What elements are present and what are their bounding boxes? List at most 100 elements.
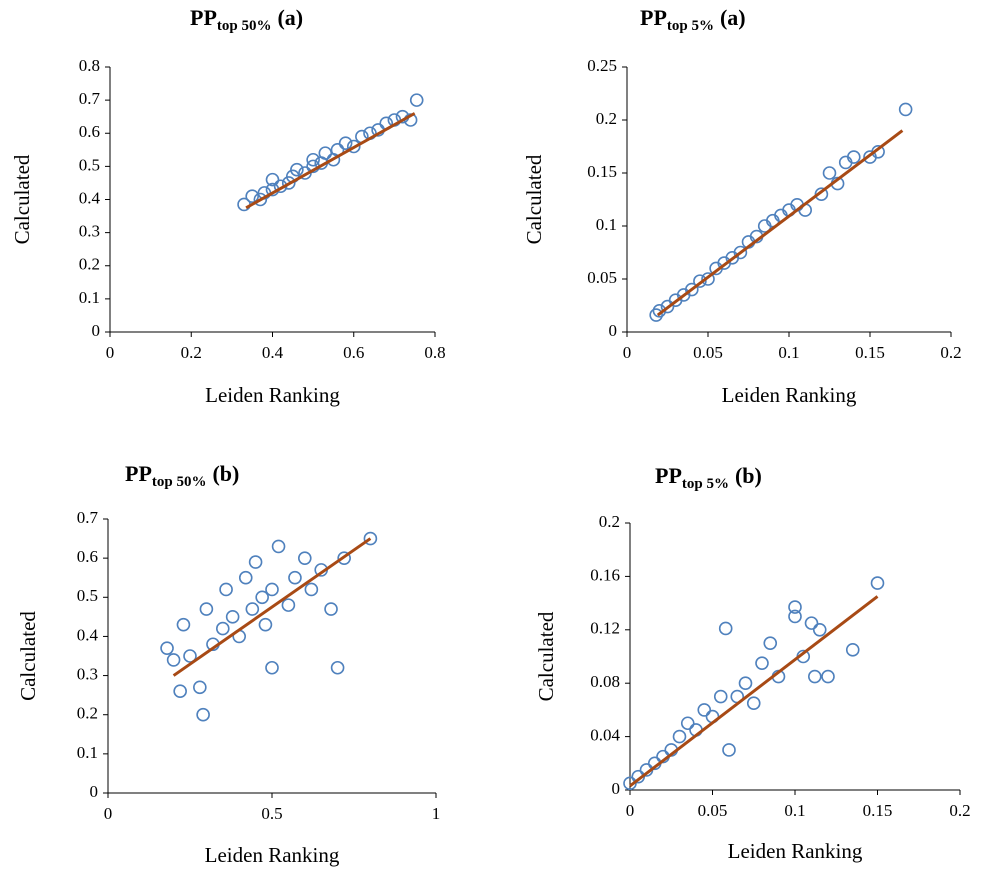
- x-tick-label: 0.2: [940, 343, 961, 362]
- data-point: [713, 689, 728, 704]
- x-tick-label: 0.15: [863, 801, 893, 820]
- y-tick-label: 0.08: [590, 672, 620, 691]
- x-axis-label: Leiden Ranking: [722, 383, 857, 407]
- data-point: [271, 539, 286, 554]
- data-point: [290, 162, 304, 177]
- data-point: [225, 610, 240, 624]
- data-point: [697, 703, 712, 717]
- y-tick-label: 0.15: [587, 162, 617, 181]
- data-point: [255, 590, 269, 605]
- data-point: [265, 582, 279, 597]
- y-tick-label: 0: [612, 779, 621, 798]
- y-tick-label: 0.12: [590, 619, 620, 638]
- data-point: [870, 576, 885, 590]
- data-point: [718, 621, 733, 636]
- data-point: [304, 582, 319, 597]
- x-tick-label: 1: [432, 804, 441, 823]
- title-main: PP: [655, 463, 682, 488]
- y-tick-label: 0.3: [79, 222, 100, 241]
- data-point: [330, 660, 345, 675]
- y-tick-label: 0.25: [587, 56, 617, 75]
- data-point: [338, 136, 353, 150]
- data-point: [196, 707, 210, 722]
- data-point: [216, 621, 230, 636]
- trendline: [656, 129, 904, 317]
- y-tick-label: 0.7: [77, 508, 99, 527]
- x-tick-label: 0.1: [778, 343, 799, 362]
- data-point: [176, 617, 191, 632]
- y-tick-label: 0.6: [79, 122, 100, 141]
- x-tick-label: 0: [626, 801, 635, 820]
- data-point: [258, 617, 273, 632]
- data-point: [722, 743, 736, 757]
- y-tick-label: 0.6: [77, 547, 98, 566]
- trendline: [245, 112, 416, 210]
- x-tick-label: 0: [106, 343, 115, 362]
- title-suffix: (a): [720, 5, 746, 30]
- y-axis-label: Calculated: [522, 154, 546, 244]
- data-point: [265, 172, 280, 187]
- x-tick-label: 0.05: [698, 801, 728, 820]
- data-point: [409, 93, 424, 107]
- data-point: [245, 189, 259, 203]
- x-tick-label: 0: [623, 343, 632, 362]
- data-point: [281, 598, 296, 612]
- data-point: [684, 282, 699, 297]
- data-point: [680, 716, 695, 731]
- x-tick-label: 0.4: [262, 343, 284, 362]
- chart-title: PPtop 5% (b): [655, 463, 762, 492]
- y-axis-label: Calculated: [10, 154, 34, 244]
- y-tick-label: 0.2: [596, 109, 617, 128]
- y-tick-label: 0.2: [77, 704, 98, 723]
- y-tick-label: 0.1: [79, 288, 100, 307]
- x-tick-label: 0.5: [261, 804, 282, 823]
- y-tick-label: 0.8: [79, 56, 100, 75]
- y-axis-label: Calculated: [16, 611, 40, 701]
- data-point: [672, 729, 687, 744]
- data-point: [845, 643, 860, 657]
- data-point: [746, 696, 761, 711]
- y-tick-label: 0.7: [79, 89, 101, 108]
- data-point: [846, 150, 861, 164]
- x-tick-label: 0.2: [181, 343, 202, 362]
- x-tick-label: 0.6: [343, 343, 364, 362]
- y-tick-label: 0.04: [590, 726, 620, 745]
- title-subscript: top 5%: [682, 476, 729, 492]
- trendline: [629, 595, 879, 788]
- y-tick-label: 0.4: [77, 625, 99, 644]
- x-axis-label: Leiden Ranking: [205, 843, 340, 867]
- data-point: [804, 616, 819, 630]
- title-subscript: top 50%: [217, 18, 272, 34]
- y-tick-label: 0.1: [596, 215, 617, 234]
- data-point: [701, 272, 715, 286]
- y-tick-label: 0.5: [77, 586, 98, 605]
- data-point: [160, 641, 174, 655]
- y-tick-label: 0.16: [590, 565, 620, 584]
- data-point: [219, 582, 233, 597]
- data-point: [346, 139, 361, 154]
- x-tick-label: 0: [104, 804, 113, 823]
- title-suffix: (b): [735, 463, 762, 488]
- y-tick-label: 0: [609, 321, 618, 340]
- data-point: [693, 274, 707, 288]
- data-point: [265, 660, 279, 675]
- x-tick-label: 0.05: [693, 343, 723, 362]
- data-point: [318, 146, 333, 160]
- chart-panel: PPtop 50% (a) 0 0.1 0.2 0.3 0.4 0.5 0.6 0.7 0.8 0 0.…: [10, 5, 446, 407]
- data-point: [763, 636, 778, 650]
- chart-panel: PPtop 50% (b) 0 0.1 0.2 0.3 0.4 0.5 0.6 0.7 0 0.5 1 L…: [16, 461, 440, 867]
- data-point: [733, 245, 748, 260]
- y-tick-label: 0.2: [599, 512, 620, 531]
- data-point: [822, 166, 837, 180]
- x-tick-label: 0.15: [855, 343, 885, 362]
- data-point: [898, 102, 913, 117]
- data-point: [623, 776, 637, 791]
- data-point: [755, 656, 769, 670]
- x-tick-label: 0.8: [424, 343, 445, 362]
- data-point: [193, 680, 207, 695]
- data-point: [812, 622, 827, 637]
- data-point: [337, 551, 351, 565]
- data-point: [183, 649, 197, 663]
- data-point: [199, 602, 214, 616]
